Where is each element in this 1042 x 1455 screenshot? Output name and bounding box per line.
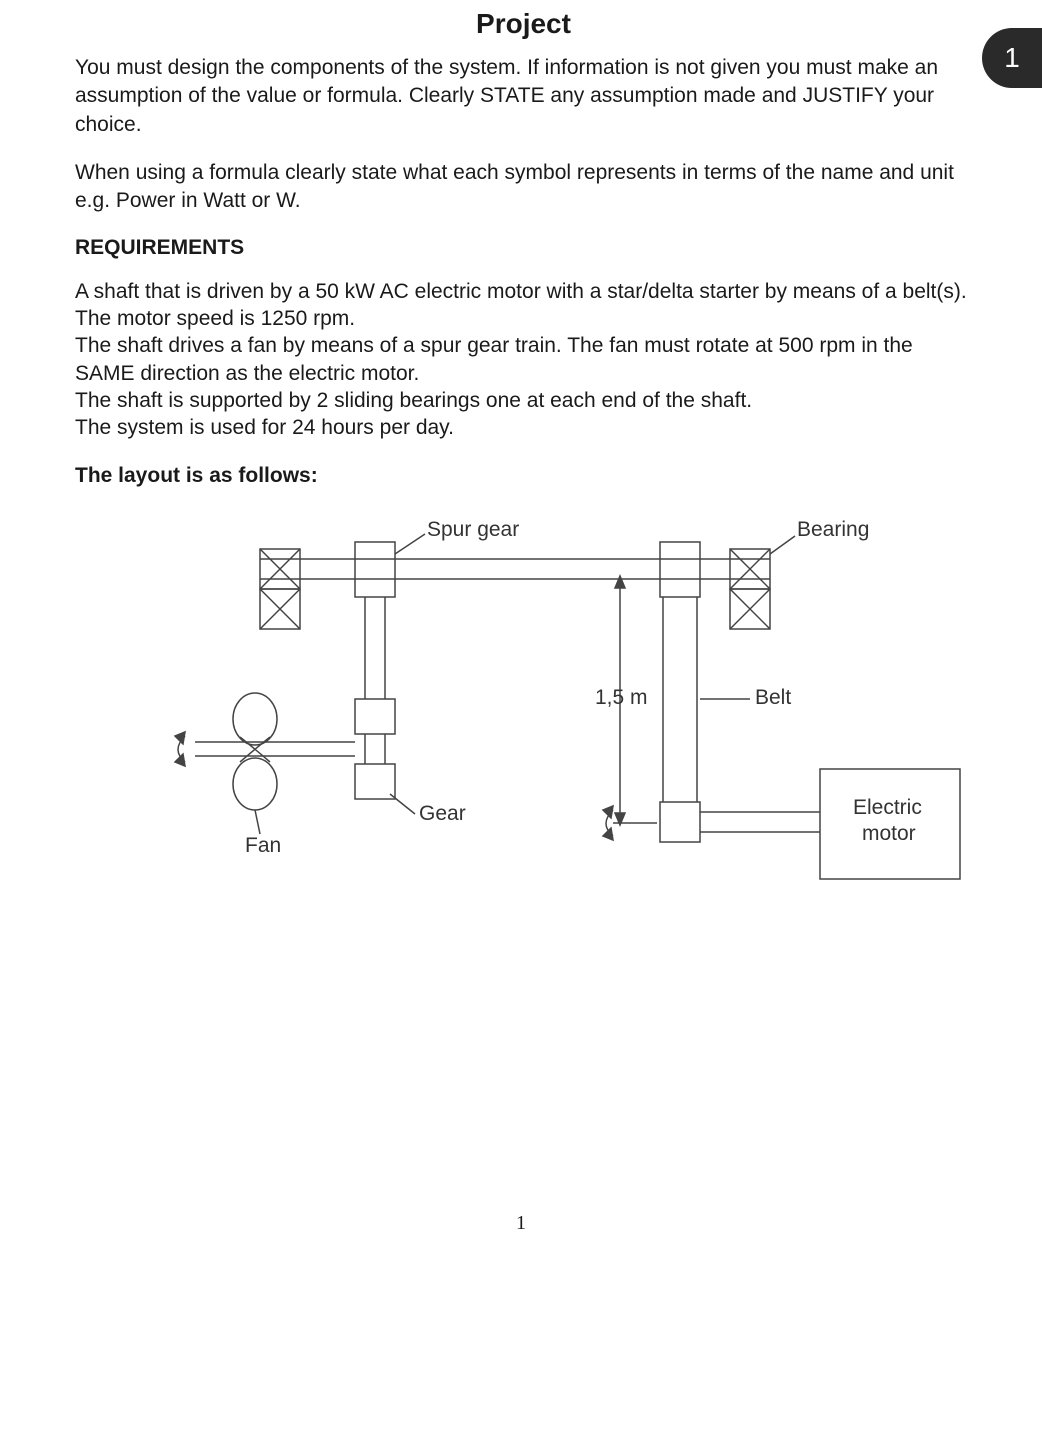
- label-motor-l2: motor: [862, 822, 916, 846]
- intro-paragraph-2: When using a formula clearly state what …: [75, 159, 972, 216]
- layout-heading: The layout is as follows:: [75, 464, 972, 488]
- label-gear: Gear: [419, 802, 466, 826]
- page-title: Project: [75, 8, 972, 40]
- diagram-svg: [165, 504, 985, 924]
- label-fan: Fan: [245, 834, 281, 858]
- page-number: 1: [0, 1212, 1042, 1235]
- requirements-heading: REQUIREMENTS: [75, 236, 972, 260]
- label-spur-gear: Spur gear: [427, 518, 519, 542]
- page: 1 Project You must design the components…: [0, 8, 1042, 1455]
- page-badge: 1: [982, 28, 1042, 88]
- requirement-line-4: The system is used for 24 hours per day.: [75, 414, 972, 441]
- page-badge-number: 1: [1004, 42, 1020, 74]
- requirement-line-1: A shaft that is driven by a 50 kW AC ele…: [75, 278, 972, 333]
- requirement-line-3: The shaft is supported by 2 sliding bear…: [75, 387, 972, 414]
- label-bearing: Bearing: [797, 518, 869, 542]
- label-belt: Belt: [755, 686, 791, 710]
- label-motor-l1: Electric: [853, 796, 922, 820]
- label-distance: 1,5 m: [595, 686, 648, 710]
- intro-paragraph-1: You must design the components of the sy…: [75, 54, 972, 139]
- system-diagram: Spur gear Bearing Belt 1,5 m Gear Fan El…: [165, 504, 985, 924]
- requirement-line-2: The shaft drives a fan by means of a spu…: [75, 332, 972, 387]
